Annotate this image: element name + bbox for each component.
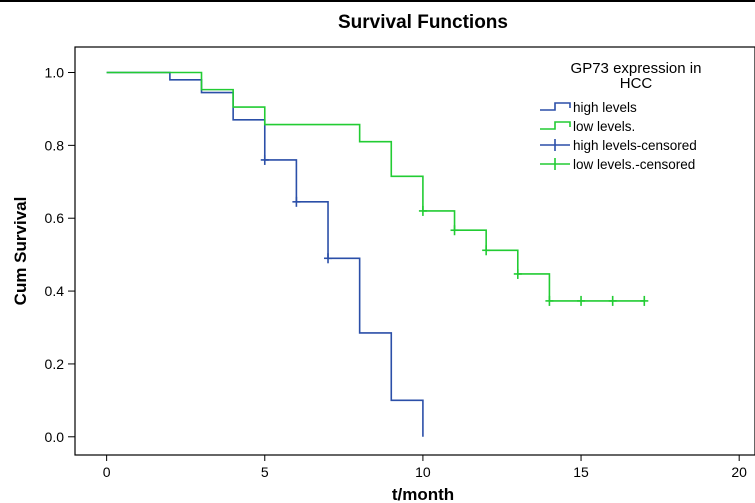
x-tick-label: 0 xyxy=(103,464,111,480)
series-layer xyxy=(106,71,649,437)
survival-step-line xyxy=(106,71,645,302)
series-low-levels xyxy=(106,71,649,306)
legend-entry: high levels-censored xyxy=(540,138,697,153)
legend-entry: high levels xyxy=(540,100,637,115)
y-tick-label: 0.8 xyxy=(45,137,65,153)
survival-step-line xyxy=(106,71,424,437)
x-tick-label: 10 xyxy=(415,464,431,480)
y-tick-label: 0.6 xyxy=(45,210,65,226)
legend-entry: low levels.-censored xyxy=(540,157,695,172)
x-tick-label: 15 xyxy=(573,464,589,480)
y-tick-label: 0.4 xyxy=(45,283,65,299)
series-high-levels xyxy=(106,71,424,437)
x-tick-label: 5 xyxy=(261,464,269,480)
x-tick-label: 20 xyxy=(731,464,747,480)
y-axis: 0.0 0.2 0.4 0.6 0.8 1.0 xyxy=(45,65,75,445)
x-axis: 0 5 10 15 20 xyxy=(103,455,747,480)
chart-title: Survival Functions xyxy=(338,12,508,33)
top-border xyxy=(0,0,755,2)
legend-title-line-1: GP73 expression in xyxy=(571,60,702,77)
legend-label: high levels-censored xyxy=(573,138,697,153)
x-axis-label: t/month xyxy=(392,485,454,503)
legend-label: low levels.-censored xyxy=(573,157,695,172)
y-axis-label: Cum Survival xyxy=(11,197,30,306)
legend-label: high levels xyxy=(573,100,637,115)
y-tick-label: 0.2 xyxy=(45,356,65,372)
legend-title-line-2: HCC xyxy=(620,75,653,92)
plot-frame xyxy=(74,46,755,456)
legend-label: low levels. xyxy=(573,119,635,134)
legend-step-symbol xyxy=(540,102,571,111)
legend-entries: high levels low levels. high levels-censor… xyxy=(540,100,697,172)
y-tick-label: 1.0 xyxy=(45,65,65,81)
legend: GP73 expression in HCC high levels low le… xyxy=(540,60,701,172)
legend-step-symbol xyxy=(540,121,571,130)
y-tick-label: 0.0 xyxy=(45,429,65,445)
legend-entry: low levels. xyxy=(540,119,635,134)
